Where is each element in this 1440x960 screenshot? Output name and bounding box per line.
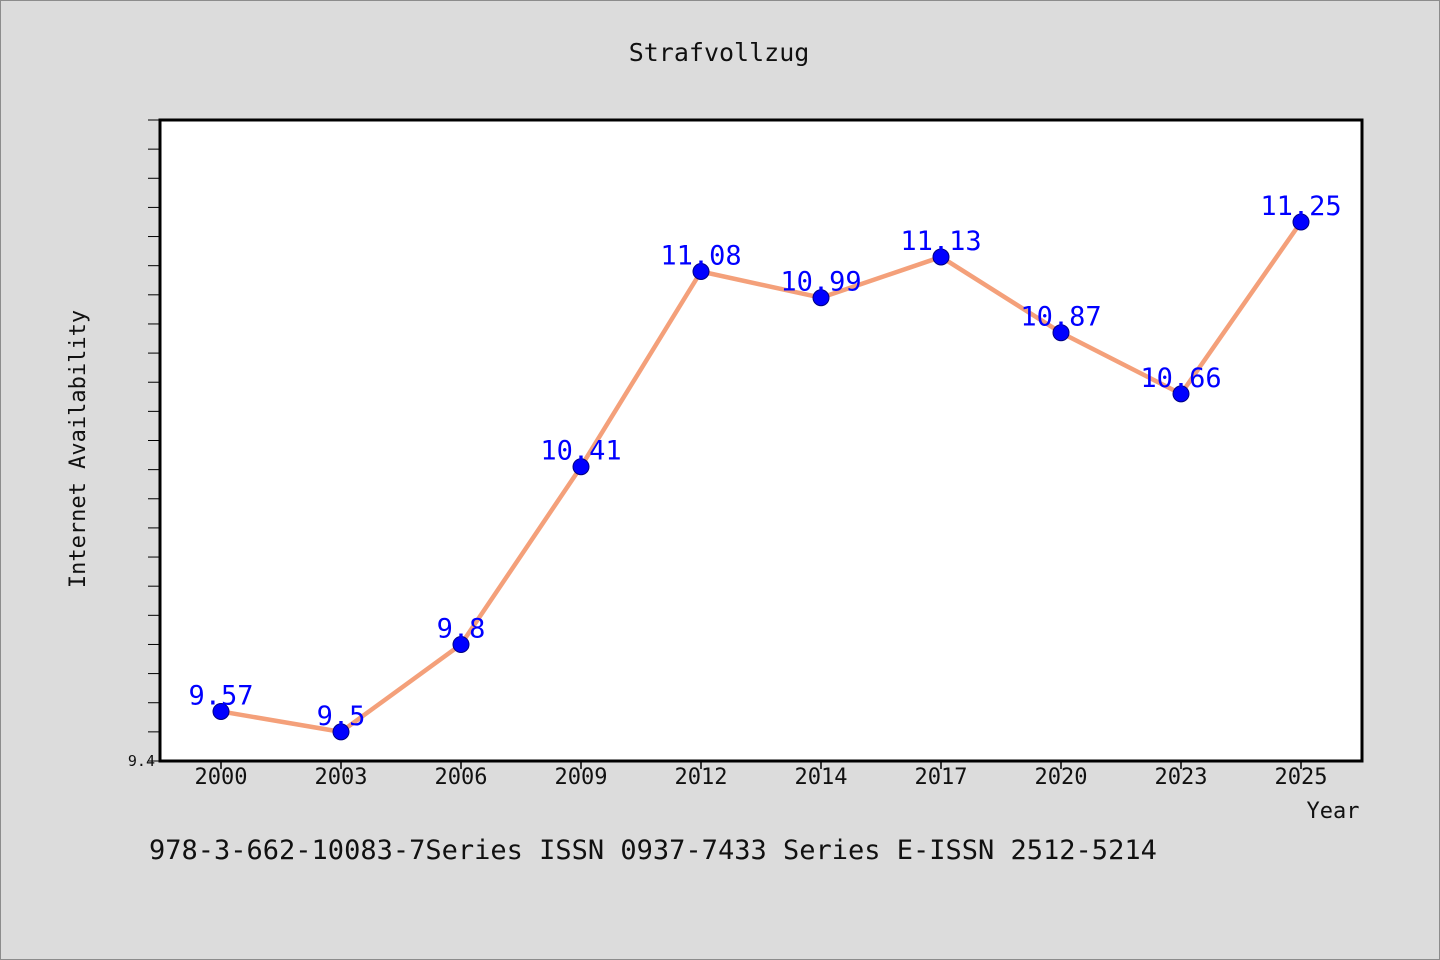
data-label: 10.41	[540, 436, 621, 467]
x-tick-label: 2017	[915, 765, 968, 790]
data-point	[452, 635, 470, 653]
series-line	[220, 220, 1303, 735]
data-label: 11.08	[660, 241, 741, 272]
footnote: 978-3-662-10083-7Series ISSN 0937-7433 S…	[149, 835, 1157, 866]
data-point	[212, 702, 230, 720]
data-label: 11.13	[900, 226, 981, 257]
y-tick-label: 9.4	[128, 752, 155, 770]
x-tick-label: 2025	[1275, 765, 1328, 790]
x-tick-label: 2000	[195, 765, 248, 790]
data-label: 11.25	[1260, 191, 1341, 222]
data-point	[332, 723, 350, 741]
x-tick-label: 2014	[795, 765, 848, 790]
data-point	[1052, 324, 1070, 342]
series-markers	[212, 213, 1310, 741]
data-point	[812, 289, 830, 307]
y-axis-ticks	[148, 119, 160, 762]
data-label: 10.87	[1020, 302, 1101, 333]
data-point	[572, 458, 590, 476]
x-tick-label: 2020	[1035, 765, 1088, 790]
x-axis-label: Year	[1307, 799, 1360, 824]
data-label: 9.57	[188, 680, 253, 711]
x-tick-label: 2012	[675, 765, 728, 790]
x-axis-tick-labels: 2000 2003 2006 2009 2012 2014 2017 2020 2023 2025	[195, 765, 1328, 790]
x-axis-ticks	[220, 761, 1302, 769]
data-label: 10.99	[780, 267, 861, 298]
y-axis-label: Internet Availability	[66, 310, 91, 588]
y-axis-tick-labels: 9.4	[128, 752, 155, 770]
x-tick-label: 2023	[1155, 765, 1208, 790]
data-point	[932, 248, 950, 266]
data-point	[692, 263, 710, 281]
data-label: 9.5	[317, 701, 366, 732]
plot-area	[158, 118, 1364, 763]
x-tick-label: 2003	[315, 765, 368, 790]
x-tick-label: 2009	[555, 765, 608, 790]
data-point	[1172, 385, 1190, 403]
x-tick-label: 2006	[435, 765, 488, 790]
data-labels: 9.57 9.5 9.8 10.41 11.08 10.99 11.13 10.87 10.66…	[188, 191, 1341, 732]
chart-title: Strafvollzug	[629, 38, 810, 67]
data-point	[1292, 213, 1310, 231]
data-label: 9.8	[437, 613, 486, 644]
data-label: 10.66	[1140, 363, 1221, 394]
